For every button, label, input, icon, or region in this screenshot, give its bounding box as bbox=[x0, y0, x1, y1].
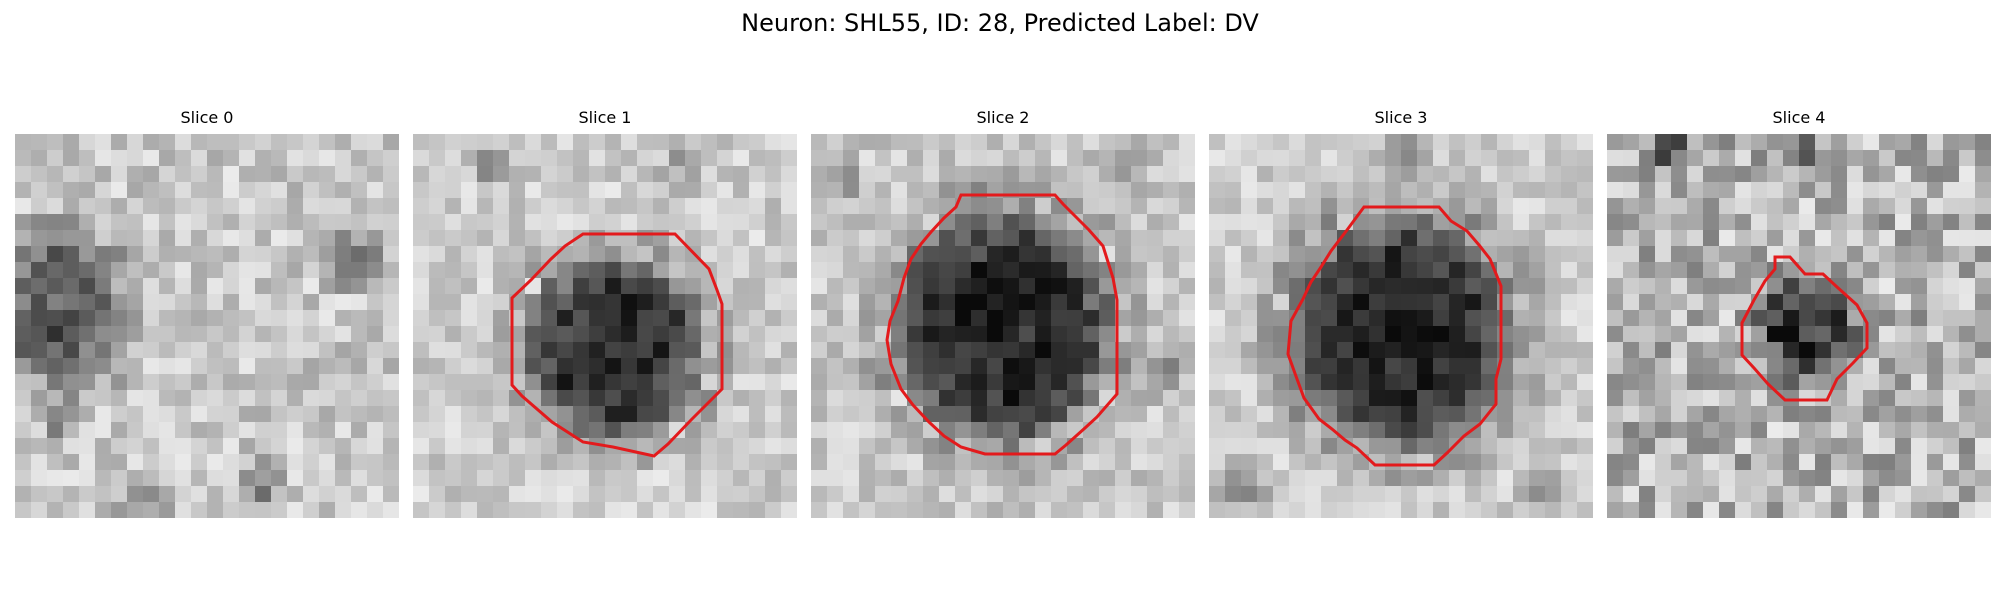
slice-2-title: Slice 2 bbox=[976, 108, 1030, 127]
slice-3-canvas bbox=[1209, 134, 1593, 518]
slice-4-title: Slice 4 bbox=[1772, 108, 1826, 127]
slice-0-panel: Slice 0 bbox=[15, 108, 399, 518]
slice-3-panel: Slice 3 bbox=[1209, 108, 1593, 518]
slice-4-image bbox=[1607, 134, 1991, 518]
slice-1-panel: Slice 1 bbox=[413, 108, 797, 518]
slice-0-image bbox=[15, 134, 399, 518]
slice-2-panel: Slice 2 bbox=[811, 108, 1195, 518]
slice-2-canvas bbox=[811, 134, 1195, 518]
slice-4-panel: Slice 4 bbox=[1607, 108, 1991, 518]
slice-0-title: Slice 0 bbox=[180, 108, 234, 127]
slice-1-canvas bbox=[413, 134, 797, 518]
slice-0-canvas bbox=[15, 134, 399, 518]
slice-1-title: Slice 1 bbox=[578, 108, 632, 127]
slice-1-image bbox=[413, 134, 797, 518]
slice-3-title: Slice 3 bbox=[1374, 108, 1428, 127]
slice-3-image bbox=[1209, 134, 1593, 518]
slice-4-canvas bbox=[1607, 134, 1991, 518]
figure-title: Neuron: SHL55, ID: 28, Predicted Label: … bbox=[741, 9, 1259, 37]
slice-2-image bbox=[811, 134, 1195, 518]
